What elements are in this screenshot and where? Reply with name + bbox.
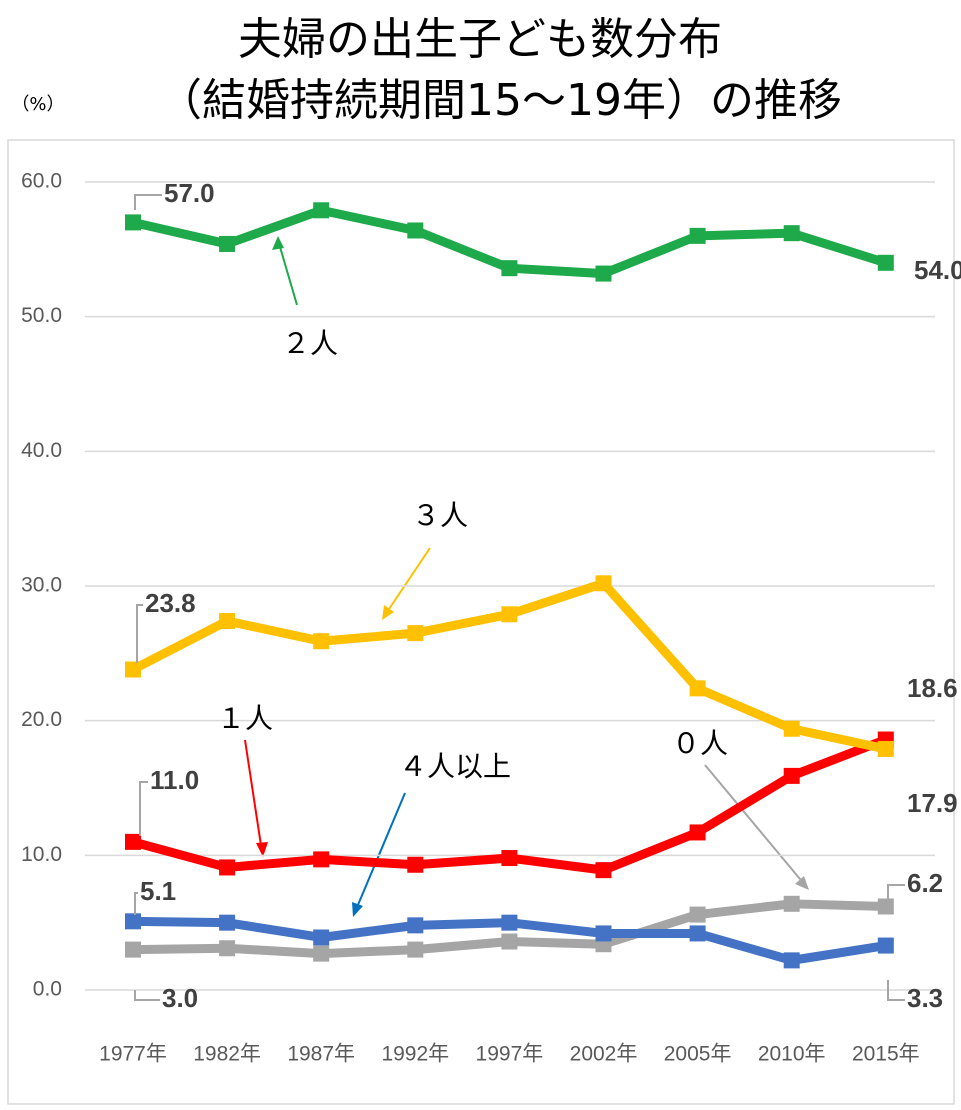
marker	[877, 898, 894, 915]
y-tick-label: 20.0	[21, 708, 62, 731]
data-label: 17.9	[907, 788, 958, 818]
marker	[313, 945, 330, 962]
data-label: 5.1	[140, 876, 176, 906]
marker	[689, 824, 706, 841]
marker	[125, 214, 141, 231]
leader-line	[887, 980, 905, 1001]
data-label: 57.0	[164, 178, 215, 208]
marker	[125, 913, 141, 930]
data-label: 18.6	[907, 673, 958, 703]
leader-line	[134, 194, 162, 210]
marker	[407, 941, 424, 958]
series-name: ２人	[282, 327, 338, 360]
leader-line	[134, 892, 138, 915]
chart-subtitle: （結婚持続期間15〜19年）の推移	[158, 75, 842, 126]
marker	[783, 720, 800, 737]
data-label: 6.2	[907, 868, 943, 898]
marker	[313, 929, 330, 946]
x-tick-label: 2005年	[664, 1043, 732, 1066]
leader-line	[887, 884, 905, 902]
marker	[407, 856, 424, 873]
marker	[877, 740, 894, 757]
y-tick-label: 50.0	[21, 304, 62, 327]
marker	[783, 767, 800, 784]
data-label: 3.3	[907, 983, 943, 1013]
marker	[125, 833, 141, 850]
leader-line	[139, 781, 148, 836]
y-axis-label: （%）	[11, 94, 64, 115]
y-tick-label: 10.0	[21, 843, 62, 866]
chart-title: 夫婦の出生子ども数分布	[238, 14, 722, 65]
x-tick-label: 1977年	[99, 1043, 167, 1066]
marker	[407, 917, 424, 934]
x-tick-label: 1987年	[287, 1043, 355, 1066]
x-tick-label: 2010年	[758, 1043, 826, 1066]
marker	[595, 925, 612, 942]
marker	[313, 633, 330, 650]
plot-border	[7, 139, 955, 1105]
y-tick-label: 30.0	[21, 574, 62, 597]
y-tick-label: 0.0	[33, 978, 62, 1001]
x-tick-label: 1982年	[193, 1043, 261, 1066]
leader-line	[134, 990, 160, 1001]
marker	[501, 933, 518, 950]
marker	[219, 613, 236, 630]
marker	[219, 235, 236, 252]
marker	[877, 254, 894, 271]
marker	[689, 227, 706, 244]
series-name: ０人	[672, 727, 728, 760]
marker	[877, 937, 894, 954]
marker	[689, 925, 706, 942]
marker	[501, 260, 518, 277]
arrows	[244, 236, 809, 917]
marker	[783, 225, 800, 242]
y-tick-label: 60.0	[21, 170, 62, 193]
x-tick-label: 2002年	[570, 1043, 638, 1066]
data-label: 23.8	[145, 588, 196, 618]
series-name: ３人	[412, 499, 468, 532]
marker	[595, 265, 612, 282]
marker	[313, 202, 330, 219]
marker	[219, 914, 236, 931]
marker	[501, 914, 518, 931]
marker	[689, 680, 706, 697]
marker	[219, 859, 236, 876]
x-tick-label: 2015年	[852, 1043, 920, 1066]
data-label: 11.0	[150, 765, 199, 795]
marker	[501, 606, 518, 623]
marker	[407, 625, 424, 642]
x-tick-label: 1992年	[381, 1043, 449, 1066]
y-tick-label: 40.0	[21, 439, 62, 462]
data-label: 54.0	[914, 255, 961, 285]
data-label: 3.0	[162, 983, 198, 1013]
marker	[313, 851, 330, 868]
marker	[219, 940, 236, 957]
marker	[501, 850, 518, 867]
series-name: ４人以上	[399, 750, 511, 783]
x-tick-label: 1997年	[476, 1043, 544, 1066]
marker	[125, 941, 141, 958]
marker	[595, 862, 612, 879]
series-name: １人	[217, 702, 273, 735]
marker	[595, 575, 612, 592]
marker	[689, 906, 706, 923]
leader-line	[136, 604, 143, 663]
marker	[407, 222, 424, 239]
marker	[783, 952, 800, 969]
marker	[783, 895, 800, 912]
marker	[125, 661, 141, 678]
